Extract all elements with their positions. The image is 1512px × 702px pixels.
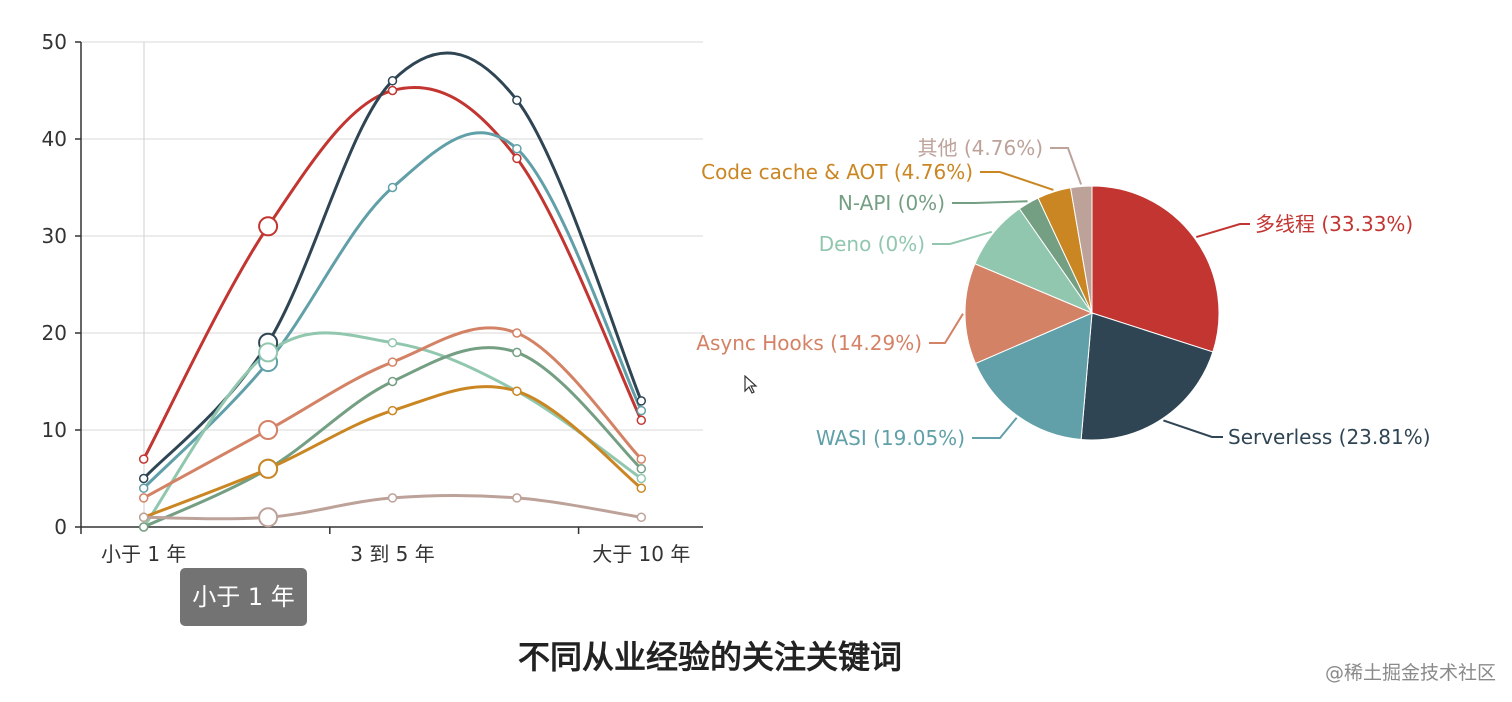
pie-label: Async Hooks (14.29%)	[696, 331, 922, 355]
data-point[interactable]	[636, 415, 647, 426]
x-tick-label: 3 到 5 年	[350, 542, 435, 566]
pie-label: WASI (19.05%)	[816, 426, 965, 450]
data-point[interactable]	[512, 95, 522, 105]
pie-label-line	[1195, 223, 1250, 239]
data-point[interactable]	[387, 76, 398, 86]
pie-label-line	[1050, 147, 1083, 185]
data-point[interactable]	[636, 464, 647, 474]
pie-label: Serverless (23.81%)	[1228, 425, 1431, 449]
data-point[interactable]	[138, 522, 149, 532]
mouse-cursor-icon	[744, 375, 758, 394]
series-line	[142, 85, 643, 460]
pie-label-line	[952, 200, 1028, 204]
data-point[interactable]	[138, 473, 149, 484]
data-point[interactable]	[387, 357, 398, 367]
data-point[interactable]	[512, 153, 522, 164]
pie-label: Deno (0%)	[819, 232, 925, 256]
y-tick-label: 40	[42, 127, 67, 151]
data-point[interactable]	[636, 483, 647, 493]
pie-label: 多线程 (33.33%)	[1255, 212, 1413, 236]
data-point[interactable]	[387, 376, 398, 387]
data-point[interactable]	[258, 420, 279, 440]
pie-slice[interactable]	[1070, 185, 1093, 314]
data-point[interactable]	[258, 458, 279, 479]
pie-label: N-API (0%)	[838, 191, 945, 215]
data-point[interactable]	[512, 143, 522, 154]
data-point[interactable]	[512, 328, 522, 338]
y-tick-label: 0	[54, 515, 67, 539]
data-point[interactable]	[138, 454, 149, 464]
pie-label-line	[972, 417, 1018, 439]
tooltip: 小于 1 年	[180, 568, 307, 626]
data-point[interactable]	[636, 473, 647, 484]
data-point[interactable]	[138, 483, 149, 493]
data-point[interactable]	[258, 216, 279, 237]
line-chart: 0 10 20 30 40 50 小于 1 年 3 到 5 年 大于 10 年	[42, 30, 703, 566]
pie-slice[interactable]	[974, 312, 1093, 441]
data-point[interactable]	[387, 85, 398, 96]
data-point[interactable]	[387, 182, 398, 193]
pie-slice[interactable]	[1080, 312, 1214, 441]
pie-label: Code cache & AOT (4.76%)	[701, 160, 973, 184]
pie-label-line	[932, 230, 993, 245]
series-line	[142, 131, 643, 490]
pie-label-line	[980, 171, 1054, 191]
pie-label-line	[1163, 419, 1223, 438]
data-point[interactable]	[387, 493, 398, 503]
watermark: @稀土掘金技术社区	[1324, 662, 1496, 684]
pie-label: 其他 (4.76%)	[918, 136, 1044, 160]
pie-chart: 多线程 (33.33%) Serverless (23.81%) WASI (19.…	[696, 136, 1430, 450]
pie-label-line	[929, 313, 964, 344]
y-tick-label: 10	[42, 418, 67, 442]
pie-slice[interactable]	[964, 263, 1094, 365]
x-tick-label: 大于 10 年	[592, 542, 690, 566]
data-point[interactable]	[258, 507, 279, 528]
data-point[interactable]	[636, 396, 647, 406]
y-tick-label: 20	[42, 321, 67, 345]
data-point[interactable]	[512, 386, 522, 396]
chart-caption: 不同从业经验的关注关键词	[517, 638, 902, 676]
data-point[interactable]	[138, 512, 149, 523]
data-point[interactable]	[636, 454, 647, 464]
data-point[interactable]	[636, 512, 647, 523]
data-point[interactable]	[636, 405, 647, 416]
y-tick-label: 50	[42, 30, 67, 54]
data-point[interactable]	[387, 405, 398, 416]
y-tick-label: 30	[42, 224, 67, 248]
data-point[interactable]	[512, 493, 522, 503]
data-point[interactable]	[258, 342, 279, 363]
data-point[interactable]	[512, 347, 522, 358]
x-tick-label: 小于 1 年	[101, 542, 186, 566]
data-point[interactable]	[387, 337, 398, 348]
data-point[interactable]	[138, 493, 149, 503]
pie-slice[interactable]	[1091, 185, 1220, 353]
